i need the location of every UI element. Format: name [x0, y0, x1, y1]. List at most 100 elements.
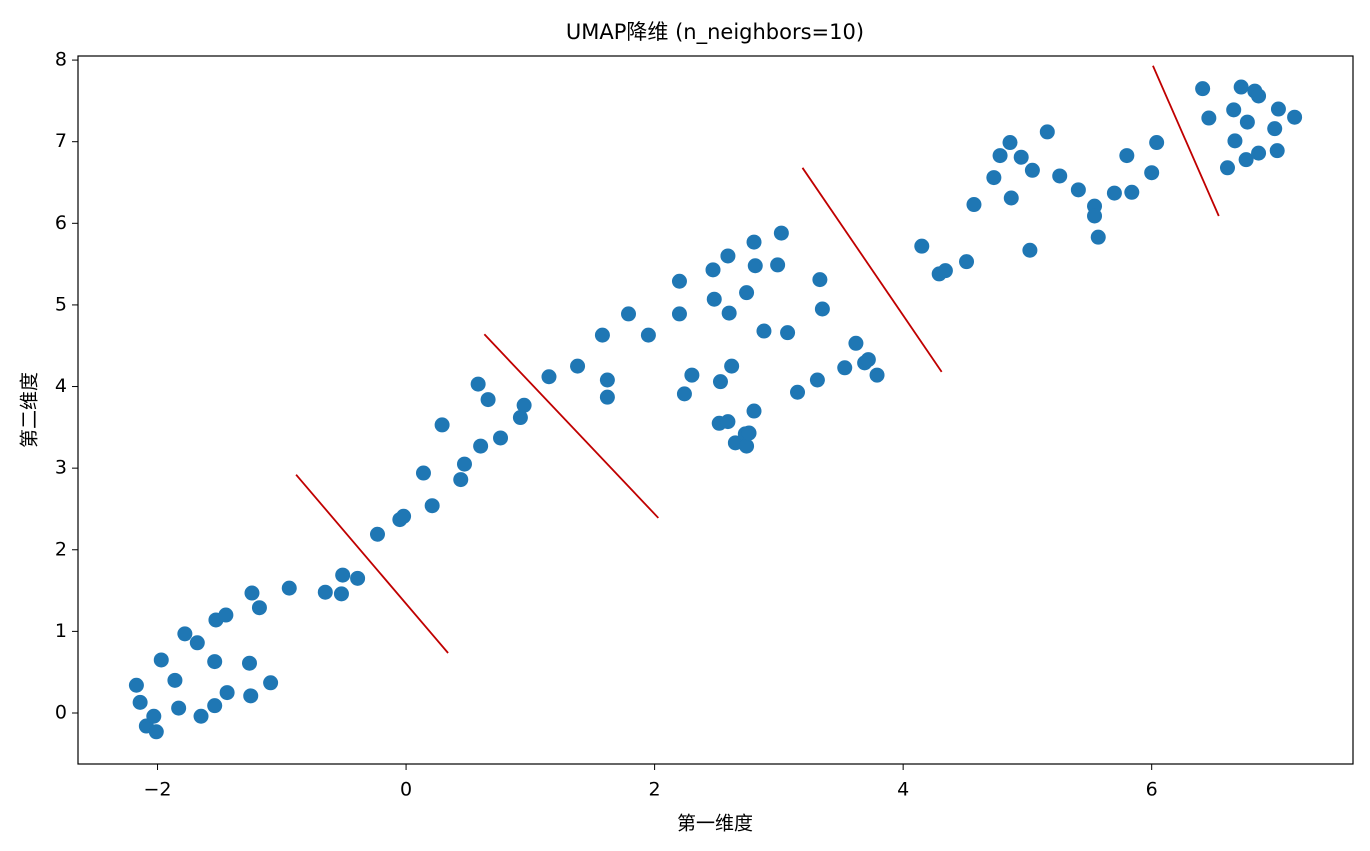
point	[739, 438, 755, 454]
red-segment	[801, 167, 943, 373]
point	[1251, 145, 1267, 161]
y-tick-label: 1	[55, 620, 67, 642]
point	[705, 262, 721, 278]
point	[193, 708, 209, 724]
point	[263, 675, 279, 691]
point	[640, 327, 656, 343]
point	[1201, 110, 1217, 126]
y-axis-label: 第二维度	[19, 372, 41, 448]
point	[746, 403, 762, 419]
point	[153, 652, 169, 668]
point	[241, 655, 257, 671]
point	[959, 254, 975, 270]
x-tick-label: −2	[144, 779, 172, 801]
point	[809, 372, 825, 388]
point	[684, 367, 700, 383]
point	[770, 257, 786, 273]
point	[480, 392, 496, 408]
point	[712, 374, 728, 390]
point	[470, 376, 486, 392]
point	[986, 170, 1002, 186]
y-tick-label: 6	[55, 212, 67, 234]
point	[747, 258, 763, 274]
point	[599, 372, 615, 388]
point	[1287, 109, 1303, 125]
point	[1022, 242, 1038, 258]
point	[812, 272, 828, 288]
point	[493, 430, 509, 446]
point	[453, 472, 469, 488]
point	[1226, 102, 1242, 118]
point	[1144, 165, 1160, 181]
point	[1233, 79, 1249, 95]
point	[335, 567, 351, 583]
point	[1003, 190, 1019, 206]
point	[281, 580, 297, 596]
y-tick-label: 3	[55, 457, 67, 479]
point	[244, 585, 260, 601]
point	[1270, 101, 1286, 117]
point	[1119, 148, 1135, 164]
point	[1239, 114, 1255, 130]
point	[171, 700, 187, 716]
point	[773, 225, 789, 241]
x-tick-label: 4	[897, 779, 909, 801]
point	[541, 369, 557, 385]
point	[1251, 88, 1267, 104]
point	[1269, 143, 1285, 159]
point	[966, 197, 982, 213]
point	[1090, 229, 1106, 245]
point	[456, 456, 472, 472]
point	[594, 327, 610, 343]
point	[1149, 135, 1165, 151]
y-tick-label: 8	[55, 49, 67, 71]
point	[512, 410, 528, 426]
point	[148, 724, 164, 740]
point	[369, 526, 385, 542]
point	[720, 414, 736, 430]
point	[780, 325, 796, 341]
point	[837, 360, 853, 376]
y-tick-label: 2	[55, 538, 67, 560]
point	[207, 654, 223, 670]
x-tick-label: 6	[1146, 779, 1158, 801]
point	[219, 685, 235, 701]
point	[860, 352, 876, 368]
red-segment	[295, 474, 449, 654]
point	[671, 273, 687, 289]
point	[869, 367, 885, 383]
point	[1227, 133, 1243, 149]
point	[396, 508, 412, 524]
point	[333, 586, 349, 602]
point	[251, 600, 267, 616]
point	[243, 688, 259, 704]
point	[424, 498, 440, 514]
point	[1024, 162, 1040, 178]
red-segment	[483, 333, 659, 519]
point	[350, 570, 366, 586]
point	[914, 238, 930, 254]
plot-frame	[77, 55, 1354, 765]
red-segment	[1152, 65, 1220, 217]
x-tick-label: 0	[400, 779, 412, 801]
point	[937, 263, 953, 279]
point	[434, 417, 450, 433]
point	[1002, 135, 1018, 151]
point	[570, 358, 586, 374]
point	[132, 694, 148, 710]
point	[756, 323, 772, 339]
x-axis-label: 第一维度	[677, 813, 753, 835]
point	[207, 698, 223, 714]
point	[621, 306, 637, 322]
point	[1013, 149, 1029, 165]
point	[218, 607, 234, 623]
point	[189, 635, 205, 651]
point	[721, 305, 737, 321]
point	[741, 425, 757, 441]
point	[848, 335, 864, 351]
point	[177, 626, 193, 642]
y-tick-label: 4	[55, 375, 67, 397]
point	[516, 397, 532, 413]
point	[746, 234, 762, 250]
